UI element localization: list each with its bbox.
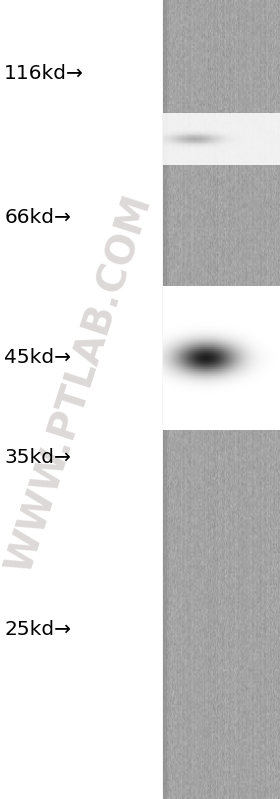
Text: 25kd→: 25kd→ <box>4 620 71 639</box>
Text: 116kd→: 116kd→ <box>4 64 84 83</box>
Text: 66kd→: 66kd→ <box>4 208 71 227</box>
Text: WWW.PTLAB.COM: WWW.PTLAB.COM <box>1 189 159 578</box>
Text: 45kd→: 45kd→ <box>4 348 71 368</box>
Bar <box>163 0 166 799</box>
Text: 35kd→: 35kd→ <box>4 447 71 467</box>
